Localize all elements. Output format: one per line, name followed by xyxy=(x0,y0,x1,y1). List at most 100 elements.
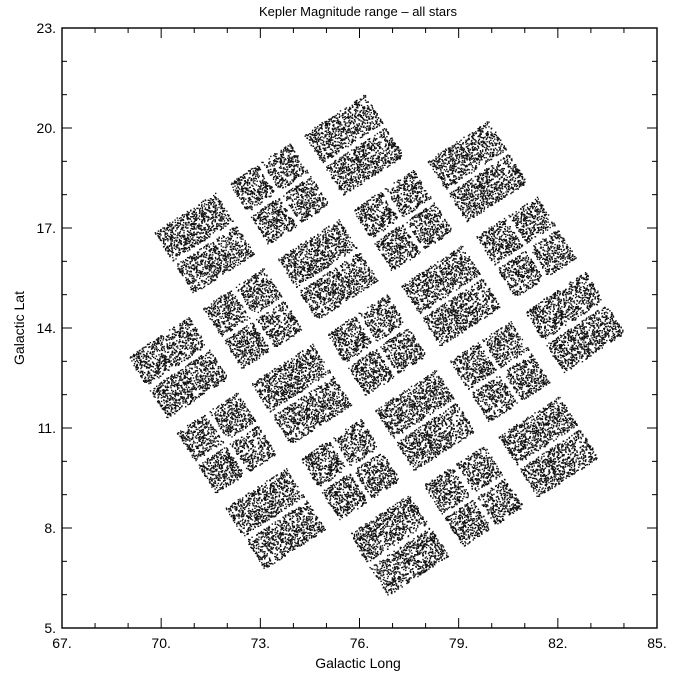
star-point xyxy=(579,453,581,455)
star-point xyxy=(538,461,540,464)
star-point xyxy=(454,500,456,503)
star-point xyxy=(386,561,389,563)
star-point xyxy=(381,575,383,577)
star-point xyxy=(558,413,560,415)
star-point xyxy=(405,549,408,551)
star-point xyxy=(368,551,371,554)
star-point xyxy=(536,438,538,440)
star-point xyxy=(382,523,384,525)
star-point xyxy=(545,442,548,444)
star-point xyxy=(429,533,432,535)
star-point xyxy=(432,565,434,568)
star-point xyxy=(449,487,452,489)
star-point xyxy=(536,427,538,429)
star-point xyxy=(379,562,381,565)
star-point xyxy=(363,526,366,529)
star-point xyxy=(396,552,398,554)
star-point xyxy=(386,521,389,523)
star-point xyxy=(275,484,277,486)
star-point xyxy=(463,514,465,516)
star-point xyxy=(385,564,387,566)
star-point xyxy=(300,544,303,546)
star-point xyxy=(540,458,543,460)
star-point xyxy=(549,459,552,461)
star-point xyxy=(521,444,523,446)
star-point xyxy=(501,497,504,500)
star-point xyxy=(284,494,286,496)
star-point xyxy=(412,510,415,512)
star-point xyxy=(569,468,572,471)
star-point xyxy=(471,455,473,457)
star-point xyxy=(568,449,570,452)
star-point xyxy=(384,537,386,540)
star-point xyxy=(313,530,315,532)
star-point xyxy=(527,438,529,440)
star-point xyxy=(522,433,524,435)
star-point xyxy=(467,520,469,522)
star-point xyxy=(512,430,515,433)
star-point xyxy=(496,471,498,474)
star-point xyxy=(379,532,381,534)
star-point xyxy=(520,450,522,453)
star-point xyxy=(531,484,533,487)
star-point xyxy=(473,537,475,539)
star-point xyxy=(542,481,544,483)
star-point xyxy=(424,552,427,555)
star-point xyxy=(572,461,574,463)
star-point xyxy=(307,532,309,534)
star-point xyxy=(473,534,476,537)
star-point xyxy=(562,445,564,448)
star-point xyxy=(553,453,555,456)
star-point xyxy=(454,529,457,531)
star-point xyxy=(509,505,511,507)
star-point xyxy=(408,507,410,509)
star-point xyxy=(437,502,439,504)
star-point xyxy=(547,488,549,490)
star-point xyxy=(538,439,541,441)
star-point xyxy=(467,468,469,470)
star-point xyxy=(535,433,537,435)
star-point xyxy=(541,467,543,470)
star-point xyxy=(465,530,467,533)
star-point xyxy=(519,426,521,429)
star-point xyxy=(430,564,432,566)
star-point xyxy=(556,420,559,423)
star-point xyxy=(503,482,506,484)
star-point xyxy=(433,555,435,557)
star-point xyxy=(280,529,282,531)
star-point xyxy=(463,468,465,470)
star-point xyxy=(557,407,559,410)
star-point xyxy=(397,517,399,519)
star-point xyxy=(389,511,391,513)
star-point xyxy=(533,418,535,420)
star-point xyxy=(438,484,440,487)
star-point xyxy=(537,472,539,474)
star-point xyxy=(353,534,356,537)
star-point xyxy=(375,516,377,518)
star-point xyxy=(544,433,546,435)
star-point xyxy=(542,487,544,489)
star-point xyxy=(553,403,555,405)
star-point xyxy=(433,481,435,483)
star-point xyxy=(446,556,449,558)
star-point xyxy=(501,434,504,436)
star-point xyxy=(420,551,422,554)
star-point xyxy=(443,509,446,511)
star-point xyxy=(545,483,547,486)
star-point xyxy=(437,555,439,557)
star-point xyxy=(398,534,400,536)
star-point xyxy=(567,446,569,449)
star-point xyxy=(436,489,438,491)
star-point xyxy=(503,443,506,445)
star-point xyxy=(375,534,377,536)
star-point xyxy=(460,512,462,514)
star-point xyxy=(416,573,418,575)
star-point xyxy=(520,425,522,427)
star-point xyxy=(534,424,537,426)
star-point xyxy=(470,517,472,520)
star-point xyxy=(547,462,549,465)
star-point xyxy=(507,510,509,513)
star-point xyxy=(558,450,560,452)
star-point xyxy=(379,570,381,572)
star-point xyxy=(425,550,427,553)
